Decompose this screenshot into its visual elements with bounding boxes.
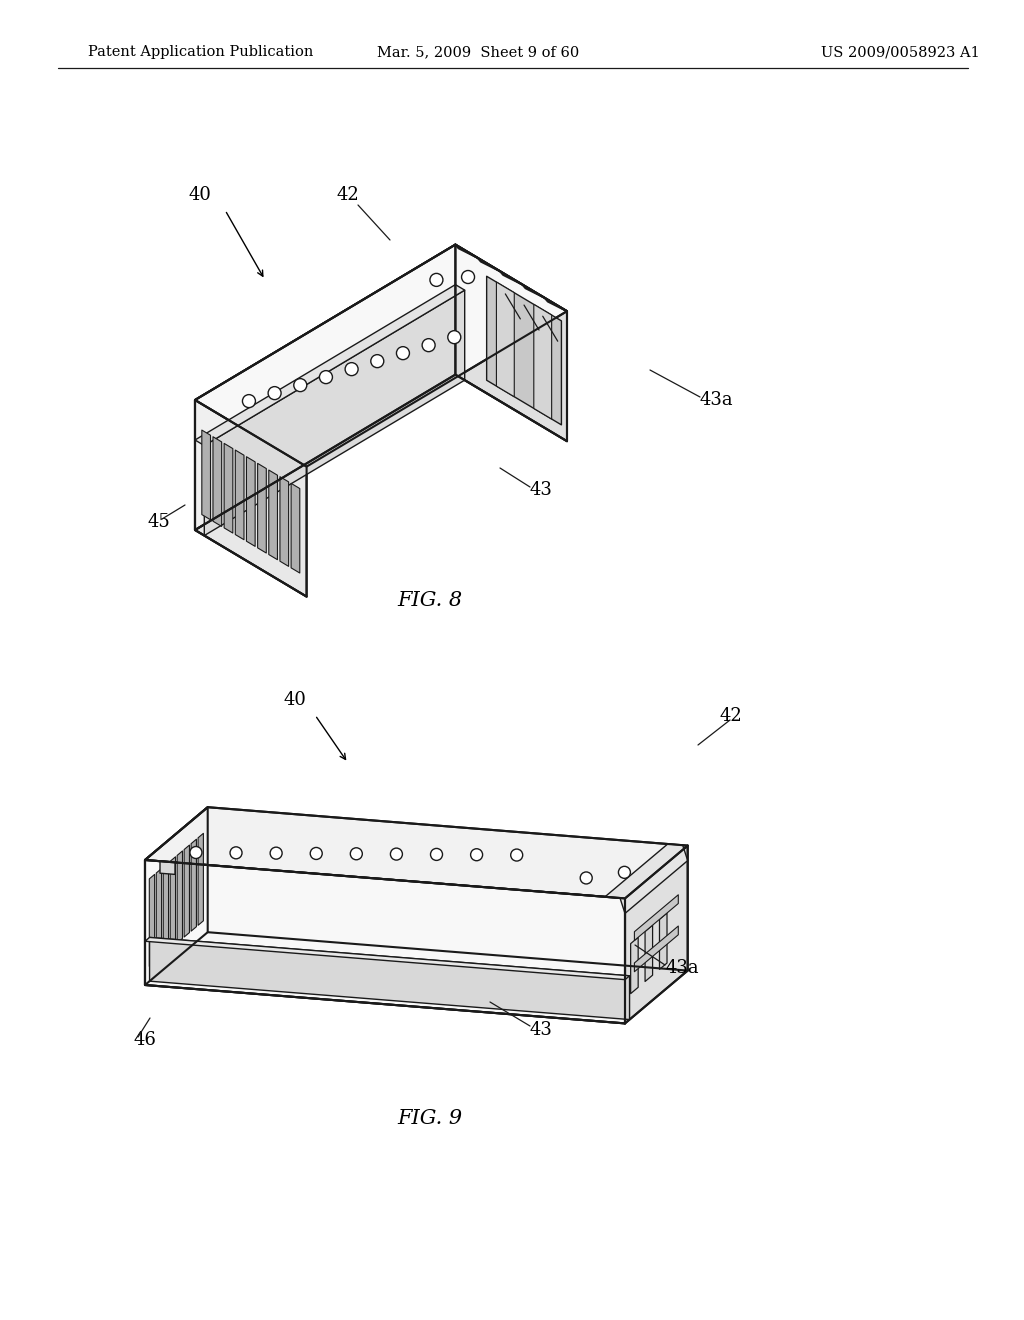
Text: 43a: 43a xyxy=(665,960,698,977)
Text: 43: 43 xyxy=(530,1020,553,1039)
Circle shape xyxy=(462,271,474,284)
Polygon shape xyxy=(534,305,552,418)
Polygon shape xyxy=(635,927,678,972)
Circle shape xyxy=(430,273,443,286)
Text: Patent Application Publication: Patent Application Publication xyxy=(88,45,313,59)
Circle shape xyxy=(294,379,307,392)
Text: 40: 40 xyxy=(284,690,306,709)
Polygon shape xyxy=(157,869,162,961)
Polygon shape xyxy=(191,840,197,931)
Circle shape xyxy=(511,849,522,861)
Circle shape xyxy=(270,847,283,859)
Text: 40: 40 xyxy=(188,186,211,205)
Text: 46: 46 xyxy=(133,1031,156,1049)
Text: FIG. 8: FIG. 8 xyxy=(397,590,463,610)
Text: 45: 45 xyxy=(148,513,171,531)
Circle shape xyxy=(230,847,242,859)
Circle shape xyxy=(243,395,255,408)
Polygon shape xyxy=(170,857,175,949)
Polygon shape xyxy=(605,843,688,913)
Circle shape xyxy=(310,847,323,859)
Polygon shape xyxy=(195,400,306,597)
Polygon shape xyxy=(145,861,625,1023)
Circle shape xyxy=(189,846,202,858)
Circle shape xyxy=(350,847,362,859)
Polygon shape xyxy=(635,895,678,940)
Circle shape xyxy=(447,331,461,343)
Circle shape xyxy=(430,849,442,861)
Polygon shape xyxy=(184,845,189,937)
Polygon shape xyxy=(258,463,266,553)
Polygon shape xyxy=(486,276,561,425)
Polygon shape xyxy=(645,925,652,982)
Polygon shape xyxy=(163,863,169,954)
Polygon shape xyxy=(224,444,232,533)
Text: US 2009/0058923 A1: US 2009/0058923 A1 xyxy=(820,45,979,59)
Polygon shape xyxy=(456,244,567,441)
Polygon shape xyxy=(145,808,208,985)
Polygon shape xyxy=(291,483,300,573)
Circle shape xyxy=(581,873,592,884)
Polygon shape xyxy=(195,285,465,446)
Polygon shape xyxy=(280,477,289,566)
Polygon shape xyxy=(247,457,255,546)
Circle shape xyxy=(618,866,631,878)
Polygon shape xyxy=(195,244,567,466)
Polygon shape xyxy=(631,937,638,994)
Polygon shape xyxy=(160,861,175,874)
Text: 42: 42 xyxy=(337,186,359,205)
Polygon shape xyxy=(177,851,182,942)
Polygon shape xyxy=(198,833,204,925)
Polygon shape xyxy=(659,913,667,969)
Polygon shape xyxy=(625,846,688,1023)
Polygon shape xyxy=(145,808,688,899)
Polygon shape xyxy=(150,874,155,966)
Polygon shape xyxy=(268,470,278,560)
Circle shape xyxy=(345,363,358,376)
Circle shape xyxy=(371,355,384,368)
Text: Mar. 5, 2009  Sheet 9 of 60: Mar. 5, 2009 Sheet 9 of 60 xyxy=(377,45,580,59)
Polygon shape xyxy=(497,282,514,397)
Circle shape xyxy=(422,339,435,351)
Circle shape xyxy=(471,849,482,861)
Polygon shape xyxy=(145,937,630,979)
Circle shape xyxy=(390,847,402,861)
Circle shape xyxy=(268,387,282,400)
Text: 43a: 43a xyxy=(700,391,733,409)
Circle shape xyxy=(396,347,410,359)
Polygon shape xyxy=(150,937,630,1019)
Polygon shape xyxy=(213,437,221,527)
Text: 42: 42 xyxy=(720,708,742,725)
Polygon shape xyxy=(205,290,465,536)
Text: 43: 43 xyxy=(530,480,553,499)
Polygon shape xyxy=(195,244,456,531)
Polygon shape xyxy=(202,430,211,520)
Circle shape xyxy=(319,371,333,384)
Polygon shape xyxy=(236,450,244,540)
Text: FIG. 9: FIG. 9 xyxy=(397,1109,463,1127)
